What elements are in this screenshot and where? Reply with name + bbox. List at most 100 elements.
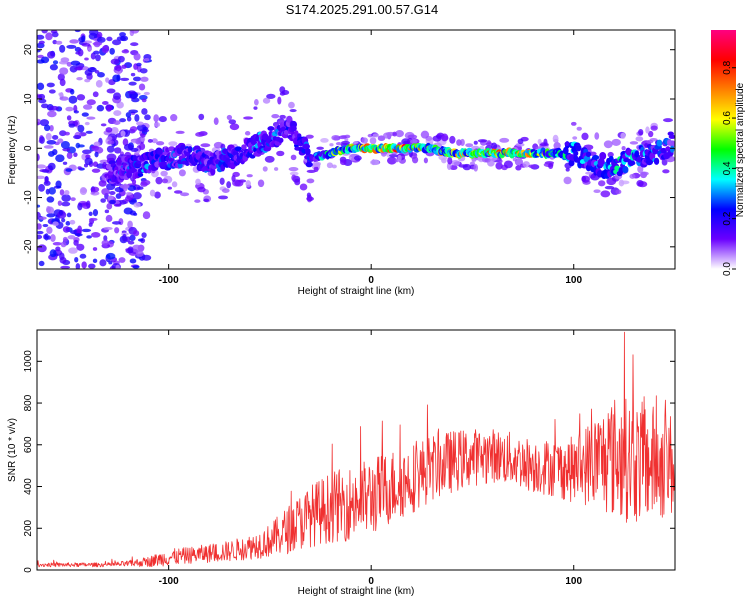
spectrogram-noise-blob	[392, 131, 397, 137]
spectrogram-noise-blob	[141, 232, 147, 238]
spectrogram-noise-blob	[462, 163, 472, 171]
spectrogram-noise-blob	[100, 123, 107, 127]
figure-title: S174.2025.291.00.57.G14	[286, 2, 439, 17]
spectrogram-noise-blob	[141, 108, 148, 115]
spectrogram-noise-blob	[195, 131, 205, 137]
spectrogram-noise-blob	[203, 198, 210, 202]
spectrogram-noise-blob	[87, 47, 93, 52]
spectrogram-noise-blob	[106, 202, 113, 210]
spectrogram-noise-blob	[486, 140, 492, 145]
spectrogram-noise-blob	[57, 138, 64, 144]
spectrogram-noise-blob	[407, 134, 418, 140]
spectrogram-noise-blob	[116, 101, 124, 109]
spectrogram-noise-blob	[113, 120, 121, 126]
spectrogram-noise-blob	[312, 161, 320, 168]
spectrogram-noise-blob	[87, 67, 97, 73]
spectrogram-noise-blob	[377, 135, 386, 142]
spectrogram-noise-blob	[52, 242, 62, 246]
colorbar-tick-label: 0.2	[722, 211, 733, 225]
spectrogram-noise-blob	[59, 189, 65, 196]
spectrogram-noise-blob	[598, 180, 606, 187]
spectrogram-noise-blob	[127, 185, 137, 192]
x-tick-label: 100	[565, 576, 582, 587]
spectrogram-noise-blob	[62, 161, 68, 165]
spectrogram-ridge-blob	[137, 172, 144, 177]
x-tick-label: 0	[368, 576, 374, 587]
spectrogram-noise-blob	[127, 246, 134, 254]
spectrogram-noise-blob	[133, 192, 142, 200]
spectrogram-noise-blob	[105, 77, 110, 83]
spectrogram-noise-blob	[62, 236, 68, 242]
spectrogram-noise-blob	[306, 169, 316, 173]
spectrogram-noise-blob	[543, 138, 548, 146]
spectrogram-noise-blob	[47, 162, 56, 171]
spectrogram-noise-blob	[290, 154, 297, 161]
y-tick-label: 1000	[23, 350, 34, 373]
colorbar-label: Normalized spectral amplitude	[735, 82, 746, 217]
spectrogram-noise-blob	[140, 179, 151, 186]
spectrogram-noise-blob	[59, 78, 66, 87]
spectrogram-noise-blob	[397, 154, 402, 162]
spectrogram-noise-blob	[84, 57, 89, 61]
spectrogram-noise-blob	[138, 94, 148, 101]
spectrogram-noise-blob	[123, 143, 134, 151]
spectrogram-noise-blob	[69, 39, 79, 44]
spectrogram-noise-blob	[411, 156, 419, 164]
spectrogram-noise-blob	[517, 138, 524, 145]
spectrogram-noise-blob	[75, 142, 81, 149]
spectrogram-noise-blob	[109, 199, 116, 205]
spectrogram-x-label: Height of straight line (km)	[298, 286, 415, 297]
spectrogram-noise-blob	[37, 230, 44, 235]
y-tick-label: -10	[23, 190, 34, 205]
spectrogram-noise-blob	[257, 179, 265, 188]
spectrogram-noise-blob	[133, 212, 138, 216]
spectrogram-noise-blob	[120, 130, 126, 137]
spectrogram-noise-blob	[528, 164, 536, 169]
spectrogram-noise-blob	[326, 162, 333, 169]
spectrogram-ridge-blob	[660, 147, 668, 154]
spectrogram-noise-blob	[226, 114, 233, 120]
spectrogram-ridge-blob	[668, 134, 675, 139]
spectrogram-noise-blob	[99, 159, 109, 164]
spectrogram-noise-blob	[306, 192, 312, 198]
spectrogram-noise-blob	[228, 119, 237, 125]
spectrogram-noise-blob	[76, 243, 85, 251]
spectrogram-noise-blob	[74, 30, 81, 33]
spectrogram-noise-blob	[46, 226, 53, 234]
spectrogram-noise-blob	[219, 177, 225, 185]
spectrogram-noise-blob	[101, 188, 110, 196]
spectrogram-noise-blob	[115, 264, 120, 269]
spectrogram-noise-blob	[289, 109, 297, 113]
spectrogram-noise-blob	[640, 171, 649, 176]
spectrogram-noise-blob	[62, 147, 71, 152]
spectrogram-noise-blob	[621, 145, 626, 151]
spectrogram-noise-blob	[134, 114, 140, 122]
spectrogram-noise-blob	[47, 110, 57, 118]
spectrogram-noise-blob	[581, 175, 590, 183]
colorbar: 0.0 0.2 0.4 0.6 0.8 Normalized spectral ampl…	[711, 30, 746, 276]
spectrogram-noise-blob	[600, 190, 611, 198]
spectrogram-noise-blob	[75, 263, 81, 269]
spectrogram-noise-blob	[74, 256, 79, 263]
spectrogram-x-ticks: -100 0 100	[159, 30, 583, 286]
spectrogram-ridge-blob	[278, 137, 284, 143]
spectrogram-ridge-blob	[666, 139, 672, 146]
spectrogram-noise-blob	[243, 116, 254, 120]
spectrogram-noise-blob	[59, 96, 69, 101]
spectrogram-noise-blob	[127, 220, 133, 229]
snr-panel: -100 0 100 0 200 400 600 800 1000 Height of str…	[7, 329, 676, 597]
spectrogram-noise-blob	[46, 213, 56, 218]
colorbar-tick-label: 0.6	[722, 111, 733, 125]
spectrogram-noise-blob	[82, 149, 92, 154]
spectrogram-noise-blob	[213, 117, 219, 125]
spectrogram-noise-blob	[103, 235, 108, 242]
spectrogram-noise-blob	[611, 138, 621, 146]
spectrogram-noise-blob	[125, 191, 133, 196]
spectrogram-noise-blob	[69, 65, 78, 73]
spectrogram-noise-blob	[361, 137, 368, 144]
spectrogram-noise-blob	[456, 139, 462, 146]
spectrogram-noise-blob	[635, 136, 644, 142]
spectrogram-noise-blob	[81, 261, 87, 269]
spectrogram-noise-blob	[503, 160, 513, 169]
